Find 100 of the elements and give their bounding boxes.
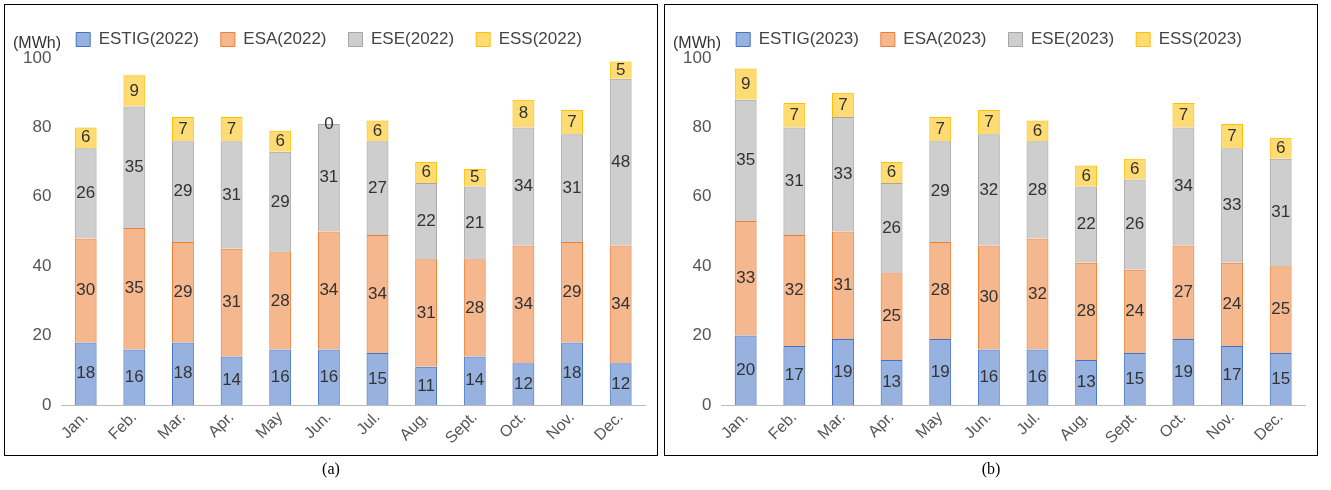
data-label: 34 bbox=[611, 294, 631, 314]
data-label: 12 bbox=[513, 373, 533, 393]
bar bbox=[561, 241, 583, 343]
data-label: 20 bbox=[736, 359, 756, 379]
data-label: 16 bbox=[979, 366, 999, 386]
data-label: 28 bbox=[270, 290, 290, 310]
y-tick-label: 40 bbox=[692, 255, 712, 275]
legend-label: ESS(2023) bbox=[1158, 29, 1242, 49]
data-label: 6 bbox=[421, 162, 431, 182]
data-label: 22 bbox=[1076, 214, 1096, 234]
data-label: 16 bbox=[270, 366, 290, 386]
x-tick-label: May bbox=[912, 408, 946, 442]
data-label: 27 bbox=[368, 177, 387, 197]
x-tick-label: Aug. bbox=[1056, 408, 1092, 444]
data-label: 29 bbox=[930, 181, 950, 201]
bar bbox=[415, 182, 438, 260]
data-label: 6 bbox=[275, 130, 285, 150]
x-tick-label: Feb. bbox=[104, 408, 140, 443]
data-label: 30 bbox=[979, 287, 999, 307]
legend-label: ESE(2022) bbox=[371, 29, 455, 49]
bar bbox=[977, 245, 1000, 350]
bar bbox=[74, 148, 97, 239]
x-tick-label: May bbox=[252, 408, 286, 442]
x-tick-label: Aug. bbox=[396, 408, 432, 444]
data-label: 33 bbox=[736, 268, 756, 288]
data-label: 14 bbox=[222, 370, 242, 390]
data-label: 19 bbox=[1173, 361, 1193, 381]
legend-label: ESTIG(2023) bbox=[758, 29, 859, 49]
x-tick-label: Mar. bbox=[814, 408, 849, 443]
y-tick-label: 0 bbox=[701, 394, 712, 414]
data-label: 31 bbox=[833, 274, 853, 294]
bar bbox=[734, 99, 757, 222]
y-tick-label: 20 bbox=[692, 325, 712, 345]
text: (b) bbox=[981, 460, 1001, 478]
bar bbox=[220, 248, 243, 357]
bar bbox=[269, 349, 292, 406]
bar bbox=[123, 106, 146, 229]
x-tick-label: Apr. bbox=[864, 408, 897, 441]
bar bbox=[783, 103, 806, 128]
data-label: 22 bbox=[416, 210, 436, 230]
data-label: 35 bbox=[124, 278, 144, 298]
data-label: 25 bbox=[882, 306, 902, 326]
data-label: 35 bbox=[736, 150, 756, 170]
data-label: 18 bbox=[173, 363, 193, 383]
bar bbox=[123, 349, 146, 406]
data-label: 7 bbox=[226, 118, 237, 138]
legend-label: ESS(2022) bbox=[498, 29, 582, 49]
data-label: 5 bbox=[615, 59, 626, 79]
data-label: 29 bbox=[173, 281, 193, 301]
data-label: 26 bbox=[1125, 214, 1145, 234]
bar bbox=[317, 231, 340, 350]
data-label: 5 bbox=[470, 167, 480, 187]
bar bbox=[269, 252, 292, 350]
bar bbox=[832, 116, 854, 232]
y-tick-label: 80 bbox=[32, 117, 52, 137]
data-label: 29 bbox=[270, 191, 290, 211]
bar bbox=[269, 151, 292, 253]
bar bbox=[1221, 123, 1243, 149]
bar bbox=[977, 134, 1000, 246]
bar bbox=[881, 274, 902, 360]
x-tick-label: Oct. bbox=[1155, 408, 1189, 441]
data-label: 31 bbox=[1271, 202, 1291, 222]
data-label: 9 bbox=[740, 73, 751, 93]
bar bbox=[977, 110, 1000, 135]
bar bbox=[1221, 346, 1243, 406]
data-label: 48 bbox=[611, 151, 631, 171]
data-label: 19 bbox=[833, 361, 853, 381]
data-label: 7 bbox=[935, 118, 945, 138]
data-label: 6 bbox=[372, 120, 383, 140]
bar bbox=[366, 234, 389, 353]
bar bbox=[929, 116, 952, 142]
bar bbox=[74, 238, 97, 343]
bar bbox=[783, 346, 806, 406]
bar bbox=[734, 221, 757, 336]
data-label: 31 bbox=[416, 302, 436, 322]
data-label: 13 bbox=[1076, 372, 1096, 392]
data-label: 7 bbox=[984, 111, 994, 131]
data-label: 8 bbox=[518, 103, 529, 123]
legend-label: ESTIG(2022) bbox=[98, 29, 199, 49]
data-label: 31 bbox=[562, 177, 582, 197]
bar bbox=[561, 110, 583, 135]
bar bbox=[1075, 186, 1098, 263]
data-label: 7 bbox=[1178, 104, 1189, 124]
y-tick-label: 20 bbox=[32, 325, 52, 345]
data-label: 16 bbox=[124, 366, 144, 386]
x-tick-label: Mar. bbox=[154, 408, 189, 443]
bar bbox=[609, 245, 632, 364]
data-label: 28 bbox=[1076, 301, 1096, 320]
bar bbox=[977, 349, 1000, 406]
data-label: 34 bbox=[1173, 176, 1193, 196]
bar bbox=[172, 241, 194, 343]
data-label: 24 bbox=[1222, 294, 1242, 314]
y-tick-label: 80 bbox=[692, 117, 712, 137]
data-label: 13 bbox=[882, 372, 902, 392]
data-label: 7 bbox=[838, 94, 848, 114]
data-label: 31 bbox=[222, 292, 242, 312]
bar bbox=[513, 246, 534, 364]
data-label: 24 bbox=[1125, 301, 1145, 320]
bar bbox=[929, 141, 952, 242]
data-label: 34 bbox=[319, 280, 339, 300]
